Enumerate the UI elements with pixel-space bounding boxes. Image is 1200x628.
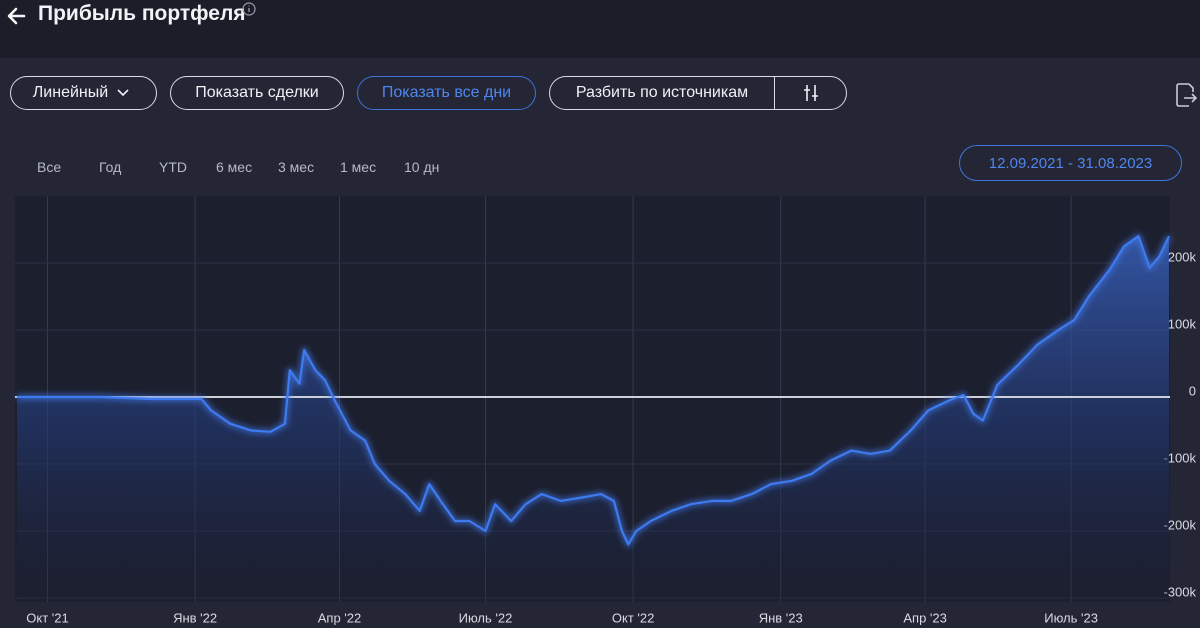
show-trades-button[interactable]: Показать сделки bbox=[170, 76, 344, 110]
chart-mode-dropdown[interactable]: Линейный bbox=[10, 76, 157, 110]
range-button[interactable]: 6 мес bbox=[216, 159, 253, 175]
line bbox=[17, 235, 1170, 546]
x-tick-label: Янв '23 bbox=[759, 610, 803, 625]
x-tick-label: Окт '21 bbox=[26, 610, 68, 625]
sliders-icon bbox=[803, 85, 818, 101]
y-tick-label: -100k bbox=[1163, 450, 1196, 465]
range-button[interactable]: 3 мес bbox=[278, 159, 315, 175]
range-button[interactable]: Год bbox=[99, 159, 122, 175]
x-tick-label: Апр '22 bbox=[318, 610, 362, 625]
header: Прибыль портфеля bbox=[0, 0, 1200, 56]
x-tick-label: Апр '23 bbox=[903, 610, 947, 625]
range-button[interactable]: 1 мес bbox=[340, 159, 377, 175]
area-fill bbox=[17, 236, 1169, 602]
x-tick-label: Окт '22 bbox=[612, 610, 654, 625]
y-tick-label: -200k bbox=[1163, 517, 1196, 532]
y-tick-label: 200k bbox=[1168, 249, 1197, 264]
settings-button[interactable] bbox=[774, 76, 847, 110]
range-button[interactable]: 10 дн bbox=[404, 159, 440, 175]
page-title: Прибыль портфеля bbox=[38, 2, 246, 25]
chevron bbox=[117, 89, 129, 97]
export-icon[interactable] bbox=[1175, 82, 1197, 108]
range-button[interactable]: Все bbox=[37, 159, 62, 175]
y-tick-label: 100k bbox=[1168, 316, 1197, 331]
date-range-picker[interactable]: 12.09.2021 - 31.08.2023 bbox=[959, 145, 1182, 181]
chart-mode-label: Линейный bbox=[32, 84, 109, 101]
range-button[interactable]: YTD bbox=[159, 159, 187, 175]
y-tick-label: 0 bbox=[1189, 383, 1196, 398]
show-all-days-button[interactable]: Показать все дни bbox=[357, 76, 536, 110]
x-tick-label: Июль '22 bbox=[459, 610, 513, 625]
info-icon[interactable] bbox=[241, 1, 257, 17]
y-tick-label: -300k bbox=[1163, 584, 1196, 599]
back-button[interactable] bbox=[6, 4, 28, 28]
x-tick-label: Июль '23 bbox=[1044, 610, 1098, 625]
x-tick-label: Янв '22 bbox=[173, 610, 217, 625]
